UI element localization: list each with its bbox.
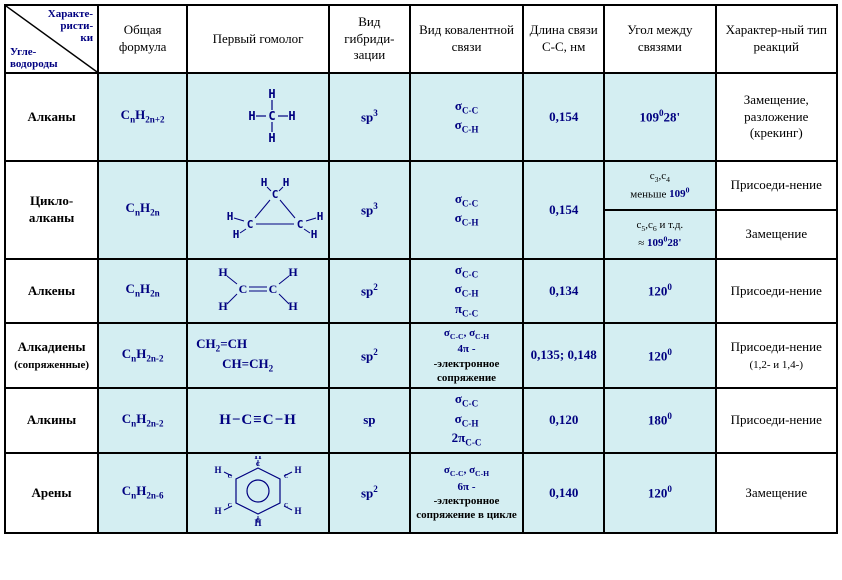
col-formula: Общая формула <box>98 5 187 73</box>
alkenes-bond: σC-CσC-HπC-C <box>410 259 523 323</box>
svg-text:C: C <box>247 218 254 231</box>
svg-text:H: H <box>283 176 290 189</box>
arenes-bond: σC-C, σC-H6π --электронное сопряжение в … <box>410 453 523 534</box>
alkenes-homolog: C C H H H H <box>187 259 329 323</box>
cycloalkanes-bond: σC-CσC-H <box>410 161 523 259</box>
svg-text:C: C <box>297 218 304 231</box>
alkynes-reaction: Присоеди-нение <box>716 388 838 452</box>
arenes-formula: CnH2n-6 <box>98 453 187 534</box>
cycloalkanes-reaction2: Замещение <box>716 210 838 259</box>
svg-text:H: H <box>215 506 222 516</box>
col-angle: Угол между связями <box>604 5 715 73</box>
col-length: Длина связи C-C, нм <box>523 5 604 73</box>
cycloalkanes-reaction1: Присоеди-нение <box>716 161 838 210</box>
row-alkenes: Алкены CnH2n C C H H H H sp2 σC-CσC-HπC-… <box>5 259 837 323</box>
row-arenes: Арены CnH2n-6 C C C C C C H H H H H H sp… <box>5 453 837 534</box>
cycloalkanes-homolog: C C C H H H H H H <box>187 161 329 259</box>
col-bond: Вид ковалентной связи <box>410 5 523 73</box>
svg-text:H: H <box>269 88 276 101</box>
alkadienes-name: Алкадиены(сопряженные) <box>5 323 98 388</box>
alkadienes-length: 0,135; 0,148 <box>523 323 604 388</box>
svg-text:H: H <box>288 265 298 279</box>
svg-text:H: H <box>233 228 240 241</box>
diagonal-header: Характе-ристи-ки Угле-водороды <box>5 5 98 73</box>
alkanes-bond: σC-CσC-H <box>410 73 523 161</box>
cycloalkanes-angle1: c3,c4меньше 1090 <box>604 161 715 210</box>
col-homolog: Первый гомолог <box>187 5 329 73</box>
alkanes-homolog: H H C H H <box>187 73 329 161</box>
svg-text:H: H <box>218 265 228 279</box>
alkenes-length: 0,134 <box>523 259 604 323</box>
arenes-angle: 1200 <box>604 453 715 534</box>
cycloalkanes-angle2: c5,c6 и т.д.≈ 109028' <box>604 210 715 259</box>
svg-text:C: C <box>269 282 278 296</box>
alkanes-name: Алканы <box>5 73 98 161</box>
alkynes-bond: σC-CσC-H2πC-C <box>410 388 523 452</box>
svg-text:H: H <box>227 210 234 223</box>
col-hybrid: Вид гибриди-зации <box>329 5 410 73</box>
row-cycloalkanes-1: Цикло-алканы CnH2n C C C H H H H H H sp3… <box>5 161 837 210</box>
svg-text:C: C <box>239 282 248 296</box>
alkynes-angle: 1800 <box>604 388 715 452</box>
alkadienes-bond: σC-C, σC-H4π --электронное сопряжение <box>410 323 523 388</box>
cycloalkanes-hybrid: sp3 <box>329 161 410 259</box>
alkynes-hybrid: sp <box>329 388 410 452</box>
svg-text:H: H <box>311 228 318 241</box>
svg-text:H: H <box>249 109 256 123</box>
cycloalkanes-length: 0,154 <box>523 161 604 259</box>
svg-text:H: H <box>255 456 262 461</box>
svg-text:H: H <box>295 506 302 516</box>
cycloalkanes-formula: CnH2n <box>98 161 187 259</box>
row-alkanes: Алканы CnH2n+2 H H C H H sp3 σC-CσC-H 0,… <box>5 73 837 161</box>
arenes-name: Арены <box>5 453 98 534</box>
alkenes-angle: 1200 <box>604 259 715 323</box>
row-alkadienes: Алкадиены(сопряженные) CnH2n-2 CH2=CH CH… <box>5 323 837 388</box>
cycloalkanes-name: Цикло-алканы <box>5 161 98 259</box>
diag-bot: Угле-водороды <box>10 46 58 70</box>
svg-text:H: H <box>289 109 296 123</box>
alkenes-formula: CnH2n <box>98 259 187 323</box>
alkynes-homolog: H−C≡C−H <box>187 388 329 452</box>
alkenes-reaction: Присоеди-нение <box>716 259 838 323</box>
alkanes-length: 0,154 <box>523 73 604 161</box>
alkenes-name: Алкены <box>5 259 98 323</box>
arenes-hybrid: sp2 <box>329 453 410 534</box>
svg-text:H: H <box>261 176 268 189</box>
arenes-homolog: C C C C C C H H H H H H <box>187 453 329 534</box>
alkynes-name: Алкины <box>5 388 98 452</box>
alkanes-formula: CnH2n+2 <box>98 73 187 161</box>
alkadienes-angle: 1200 <box>604 323 715 388</box>
svg-text:H: H <box>317 210 324 223</box>
alkynes-formula: CnH2n-2 <box>98 388 187 452</box>
alkenes-hybrid: sp2 <box>329 259 410 323</box>
alkanes-hybrid: sp3 <box>329 73 410 161</box>
alkynes-length: 0,120 <box>523 388 604 452</box>
arenes-length: 0,140 <box>523 453 604 534</box>
svg-text:C: C <box>272 188 279 201</box>
alkadienes-hybrid: sp2 <box>329 323 410 388</box>
diag-top: Характе-ристи-ки <box>48 8 93 44</box>
alkadienes-homolog: CH2=CH CH=CH2 <box>187 323 329 388</box>
svg-text:C: C <box>269 109 276 123</box>
svg-text:H: H <box>218 299 228 313</box>
svg-text:H: H <box>269 131 276 144</box>
svg-text:H: H <box>215 465 222 475</box>
alkadienes-formula: CnH2n-2 <box>98 323 187 388</box>
header-row: Характе-ристи-ки Угле-водороды Общая фор… <box>5 5 837 73</box>
col-reaction: Характер-ный тип реакций <box>716 5 838 73</box>
row-alkynes: Алкины CnH2n-2 H−C≡C−H sp σC-CσC-H2πC-C … <box>5 388 837 452</box>
alkanes-reaction: Замещение, разложение (крекинг) <box>716 73 838 161</box>
svg-text:H: H <box>255 518 262 526</box>
hydrocarbon-table: Характе-ристи-ки Угле-водороды Общая фор… <box>4 4 838 534</box>
alkadienes-reaction: Присоеди-нение(1,2- и 1,4-) <box>716 323 838 388</box>
alkanes-angle: 109028' <box>604 73 715 161</box>
svg-text:H: H <box>288 299 298 313</box>
svg-text:H: H <box>295 465 302 475</box>
arenes-reaction: Замещение <box>716 453 838 534</box>
